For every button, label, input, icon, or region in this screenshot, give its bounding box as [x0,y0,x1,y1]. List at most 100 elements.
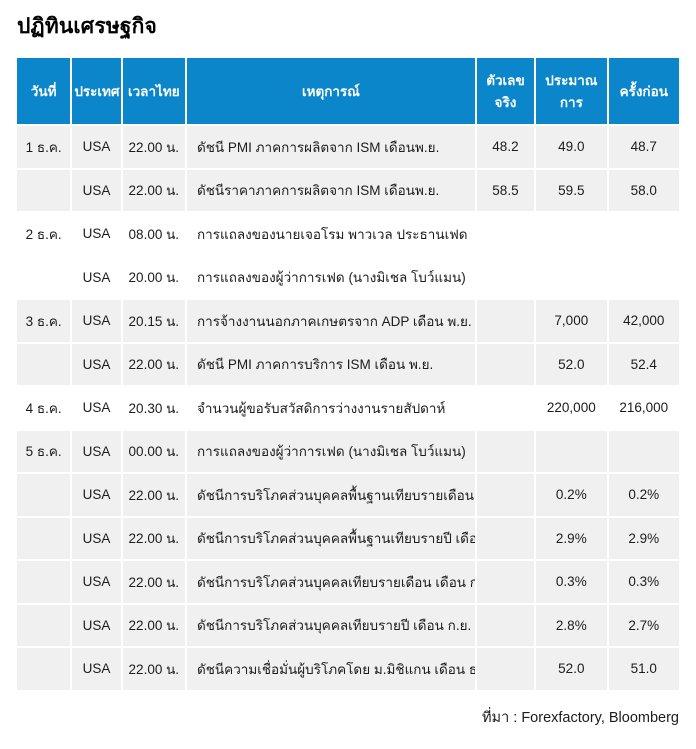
col-header-thai-time: เวลาไทย [122,58,185,124]
time-cell: 22.00 น. [122,648,185,690]
forecast-cell: 0.2% [536,474,607,516]
event-cell: ดัชนีความเชื่อมั่นผู้บริโภคโดย ม.มิชิแกน… [187,648,475,690]
time-cell: 22.00 น. [122,169,185,211]
country-cell: USA [72,561,121,603]
time-cell: 22.00 น. [122,517,185,559]
previous-cell: 52.4 [608,343,679,385]
previous-cell: 216,000 [608,387,679,429]
time-cell: 08.00 น. [122,213,185,255]
previous-cell [608,430,679,472]
date-cell [17,517,71,559]
source-note: ที่มา : Forexfactory, Bloomberg [481,709,679,726]
col-header-country: ประเทศ [72,58,121,124]
forecast-cell: 49.0 [536,126,607,168]
table-row: USA 22.00 น. ดัชนีการบริโภคส่วนบุคคลเทีย… [17,561,679,603]
forecast-cell: 220,000 [536,387,607,429]
actual-cell [476,517,535,559]
time-cell: 00.00 น. [122,430,185,472]
previous-cell: 0.3% [608,561,679,603]
country-cell: USA [72,430,121,472]
date-cell [17,343,71,385]
country-cell: USA [72,300,121,342]
actual-cell [476,648,535,690]
date-cell [17,169,71,211]
actual-cell [476,343,535,385]
forecast-cell: 2.8% [536,604,607,646]
actual-cell [476,561,535,603]
time-cell: 22.00 น. [122,126,185,168]
time-cell: 22.00 น. [122,474,185,516]
date-cell: 2 ธ.ค. [17,213,71,255]
event-cell: ดัชนีการบริโภคส่วนบุคคลพื้นฐานเทียบรายเด… [187,474,475,516]
date-cell [17,256,71,298]
previous-cell: 51.0 [608,648,679,690]
event-cell: การแถลงของผู้ว่าการเฟด (นางมิเชล โบว์แมน… [187,256,475,298]
forecast-cell: 2.9% [536,517,607,559]
header-row: วันที่ ประเทศ เวลาไทย เหตุการณ์ ตัวเลขจร… [17,58,679,124]
table-row: USA 22.00 น. ดัชนีการบริโภคส่วนบุคคลพื้น… [17,474,679,516]
previous-cell: 0.2% [608,474,679,516]
forecast-cell: 59.5 [536,169,607,211]
time-cell: 20.15 น. [122,300,185,342]
event-cell: ดัชนีการบริโภคส่วนบุคคลเทียบรายเดือน เดื… [187,561,475,603]
actual-cell [476,474,535,516]
country-cell: USA [72,169,121,211]
economic-calendar-page: ปฏิทินเศรษฐกิจ วันที่ ประเทศ เวลาไทย เหต… [17,15,679,726]
table-row: USA 22.00 น. ดัชนีการบริโภคส่วนบุคคลเทีย… [17,604,679,646]
date-cell [17,561,71,603]
col-header-forecast: ประมาณการ [536,58,607,124]
country-cell: USA [72,604,121,646]
table-header: วันที่ ประเทศ เวลาไทย เหตุการณ์ ตัวเลขจร… [17,58,679,124]
previous-cell: 48.7 [608,126,679,168]
col-header-actual: ตัวเลขจริง [476,58,535,124]
country-cell: USA [72,213,121,255]
time-cell: 20.30 น. [122,387,185,429]
event-cell: การจ้างงานนอกภาคเกษตรจาก ADP เดือน พ.ย. [187,300,475,342]
page-title: ปฏิทินเศรษฐกิจ [17,15,158,38]
col-header-event: เหตุการณ์ [187,58,475,124]
table-row: 4 ธ.ค. USA 20.30 น. จำนวนผู้ขอรับสวัสดิก… [17,387,679,429]
date-cell [17,648,71,690]
country-cell: USA [72,517,121,559]
actual-cell [476,604,535,646]
previous-cell: 2.9% [608,517,679,559]
time-cell: 22.00 น. [122,561,185,603]
event-cell: การแถลงของนายเจอโรม พาวเวล ประธานเฟด [187,213,475,255]
country-cell: USA [72,387,121,429]
table-row: USA 22.00 น. ดัชนีการบริโภคส่วนบุคคลพื้น… [17,517,679,559]
actual-cell: 48.2 [476,126,535,168]
country-cell: USA [72,256,121,298]
forecast-cell: 7,000 [536,300,607,342]
time-cell: 20.00 น. [122,256,185,298]
date-cell: 1 ธ.ค. [17,126,71,168]
time-cell: 22.00 น. [122,343,185,385]
table-row: 1 ธ.ค. USA 22.00 น. ดัชนี PMI ภาคการผลิต… [17,126,679,168]
actual-cell [476,387,535,429]
event-cell: ดัชนี PMI ภาคการบริการ ISM เดือน พ.ย. [187,343,475,385]
actual-cell [476,430,535,472]
date-cell [17,474,71,516]
date-cell: 4 ธ.ค. [17,387,71,429]
country-cell: USA [72,343,121,385]
country-cell: USA [72,474,121,516]
actual-cell [476,256,535,298]
previous-cell: 42,000 [608,300,679,342]
table-row: 5 ธ.ค. USA 00.00 น. การแถลงของผู้ว่าการเ… [17,430,679,472]
col-header-previous: ครั้งก่อน [608,58,679,124]
previous-cell: 58.0 [608,169,679,211]
forecast-cell [536,430,607,472]
table-row: USA 22.00 น. ดัชนีความเชื่อมั่นผู้บริโภค… [17,648,679,690]
date-cell [17,604,71,646]
country-cell: USA [72,126,121,168]
date-cell: 5 ธ.ค. [17,430,71,472]
table-body: 1 ธ.ค. USA 22.00 น. ดัชนี PMI ภาคการผลิต… [17,126,679,690]
previous-cell [608,213,679,255]
event-cell: การแถลงของผู้ว่าการเฟด (นางมิเชล โบว์แมน… [187,430,475,472]
forecast-cell [536,213,607,255]
event-cell: จำนวนผู้ขอรับสวัสดิการว่างงานรายสัปดาห์ [187,387,475,429]
forecast-cell [536,256,607,298]
actual-cell [476,213,535,255]
event-cell: ดัชนีการบริโภคส่วนบุคคลเทียบรายปี เดือน … [187,604,475,646]
table-row: 3 ธ.ค. USA 20.15 น. การจ้างงานนอกภาคเกษต… [17,300,679,342]
country-cell: USA [72,648,121,690]
